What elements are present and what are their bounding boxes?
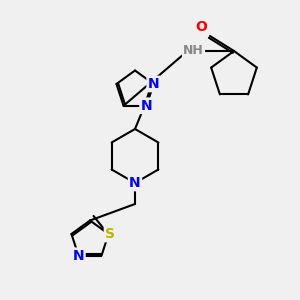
Text: NH: NH [183, 44, 204, 58]
Text: N: N [129, 176, 141, 190]
Text: N: N [141, 99, 152, 113]
Text: N: N [73, 249, 84, 263]
Text: N: N [148, 77, 159, 91]
Text: O: O [195, 20, 207, 34]
Text: S: S [105, 227, 115, 241]
